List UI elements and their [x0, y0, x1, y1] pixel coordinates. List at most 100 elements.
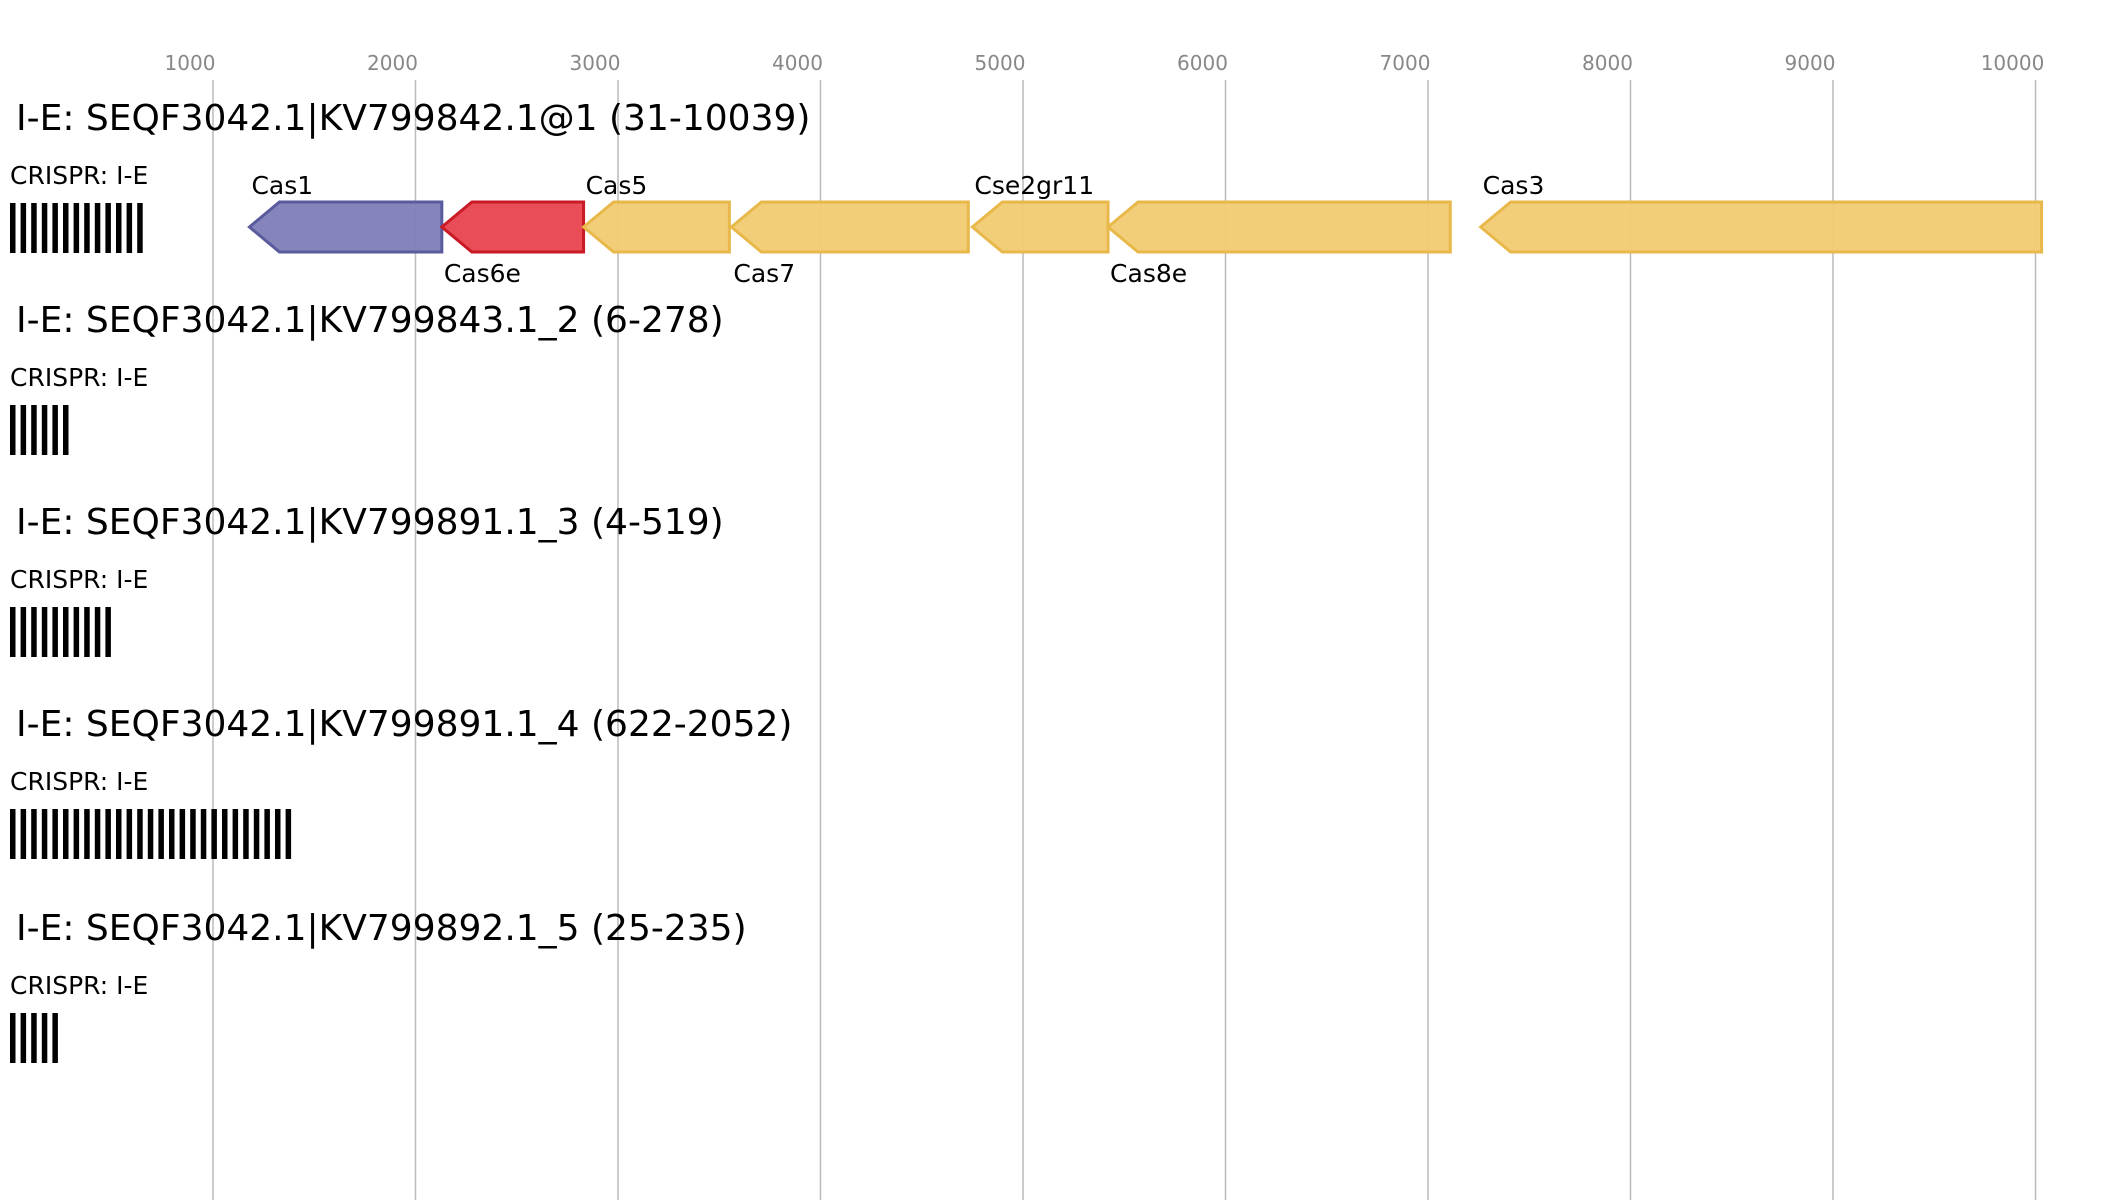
crispr-repeat	[63, 405, 69, 455]
crispr-repeat	[137, 203, 143, 253]
crispr-repeat	[222, 809, 228, 859]
crispr-repeat	[52, 1013, 58, 1063]
gene-arrow-cas6e[interactable]	[439, 200, 586, 254]
track: I-E: SEQF3042.1|KV799891.1_3 (4-519) CRIS…	[10, 502, 724, 657]
crispr-repeat	[105, 809, 111, 859]
axis-grid: 1000 2000 3000 4000 5000 6000 7000 8000 9000 1000…	[165, 51, 2045, 1200]
crispr-repeat	[232, 809, 239, 859]
crispr-repeat	[264, 809, 270, 859]
gene-label: Cas5	[586, 171, 648, 200]
crispr-repeat	[275, 809, 281, 859]
crispr-array	[10, 1013, 58, 1063]
crispr-repeat	[63, 607, 69, 657]
crispr-label: CRISPR: I-E	[10, 971, 148, 1000]
crispr-repeat	[41, 1013, 48, 1063]
tick-label: 5000	[975, 51, 1026, 75]
crispr-repeat	[52, 405, 58, 455]
crispr-repeat	[10, 809, 16, 859]
crispr-repeat	[20, 607, 27, 657]
crispr-repeat	[211, 809, 217, 859]
crispr-repeat	[84, 809, 90, 859]
crispr-repeat	[169, 809, 175, 859]
crispr-repeat	[31, 1013, 37, 1063]
crispr-repeat	[52, 203, 58, 253]
crispr-repeat	[10, 203, 16, 253]
crispr-repeat	[84, 203, 90, 253]
crispr-repeat	[94, 607, 101, 657]
gene-label: Cas1	[251, 171, 313, 200]
tick-label: 7000	[1380, 51, 1431, 75]
crispr-repeat	[10, 405, 16, 455]
crispr-repeat	[31, 607, 37, 657]
crispr-repeat	[73, 203, 80, 253]
crispr-array	[10, 809, 292, 859]
tracks-container: I-E: SEQF3042.1|KV799842.1@1 (31-10039) C…	[10, 98, 2044, 1063]
gene-label: Cas6e	[444, 259, 521, 288]
crispr-repeat	[158, 809, 164, 859]
track-title: I-E: SEQF3042.1|KV799843.1_2 (6-278)	[16, 300, 724, 341]
tick-label: 2000	[367, 51, 418, 75]
crispr-repeat	[94, 809, 101, 859]
crispr-repeat	[179, 809, 186, 859]
track-title: I-E: SEQF3042.1|KV799842.1@1 (31-10039)	[16, 98, 810, 139]
crispr-label: CRISPR: I-E	[10, 161, 148, 190]
crispr-repeat	[41, 203, 48, 253]
tick-label: 3000	[570, 51, 621, 75]
crispr-array	[10, 607, 111, 657]
gene-label: Cas7	[733, 259, 795, 288]
tick-label: 9000	[1785, 51, 1836, 75]
crispr-repeat	[20, 809, 27, 859]
crispr-array	[10, 203, 143, 253]
crispr-repeat	[41, 607, 48, 657]
track: I-E: SEQF3042.1|KV799892.1_5 (25-235) CRI…	[10, 908, 747, 1063]
track-title: I-E: SEQF3042.1|KV799892.1_5 (25-235)	[16, 908, 747, 949]
crispr-repeat	[200, 809, 207, 859]
crispr-repeat	[31, 809, 37, 859]
crispr-repeat	[10, 1013, 16, 1063]
tick-label: 1000	[165, 51, 216, 75]
crispr-repeat	[63, 809, 69, 859]
gene-arrow-cas3[interactable]	[1478, 200, 2044, 254]
gene-arrow-cse2gr11[interactable]	[970, 200, 1110, 254]
crispr-repeat	[253, 809, 260, 859]
crispr-repeat	[126, 809, 133, 859]
tick-label: 10000	[1981, 51, 2045, 75]
crispr-label: CRISPR: I-E	[10, 767, 148, 796]
track-title: I-E: SEQF3042.1|KV799891.1_4 (622-2052)	[16, 704, 792, 745]
crispr-repeat	[116, 809, 122, 859]
crispr-repeat	[52, 809, 58, 859]
crispr-repeat	[20, 405, 27, 455]
tick-label: 8000	[1582, 51, 1633, 75]
crispr-repeat	[147, 809, 154, 859]
gene-arrow-cas8e[interactable]	[1105, 200, 1452, 254]
crispr-repeat	[63, 203, 69, 253]
track: I-E: SEQF3042.1|KV799891.1_4 (622-2052) C…	[10, 704, 792, 859]
crispr-repeat	[41, 809, 48, 859]
crispr-repeat	[105, 607, 111, 657]
crispr-repeat	[116, 203, 122, 253]
track: I-E: SEQF3042.1|KV799843.1_2 (6-278) CRIS…	[10, 300, 724, 455]
crispr-repeat	[137, 809, 143, 859]
gene-arrow-cas7[interactable]	[729, 200, 970, 254]
tick-label: 4000	[772, 51, 823, 75]
crispr-repeat	[41, 405, 48, 455]
crispr-repeat	[190, 809, 196, 859]
track: I-E: SEQF3042.1|KV799842.1@1 (31-10039) C…	[10, 98, 2044, 288]
crispr-repeat	[285, 809, 292, 859]
gene-label: Cas8e	[1110, 259, 1187, 288]
crispr-repeat	[94, 203, 101, 253]
crispr-label: CRISPR: I-E	[10, 363, 148, 392]
gene-arrow-cas1[interactable]	[247, 200, 444, 254]
crispr-repeat	[10, 607, 16, 657]
track-title: I-E: SEQF3042.1|KV799891.1_3 (4-519)	[16, 502, 724, 543]
crispr-array	[10, 405, 69, 455]
crispr-repeat	[73, 809, 80, 859]
gene-arrow-cas5[interactable]	[581, 200, 731, 254]
crispr-repeat	[84, 607, 90, 657]
crispr-repeat	[105, 203, 111, 253]
crispr-repeat	[20, 203, 27, 253]
gene-label: Cse2gr11	[974, 171, 1094, 200]
crispr-repeat	[126, 203, 133, 253]
crispr-repeat	[73, 607, 80, 657]
